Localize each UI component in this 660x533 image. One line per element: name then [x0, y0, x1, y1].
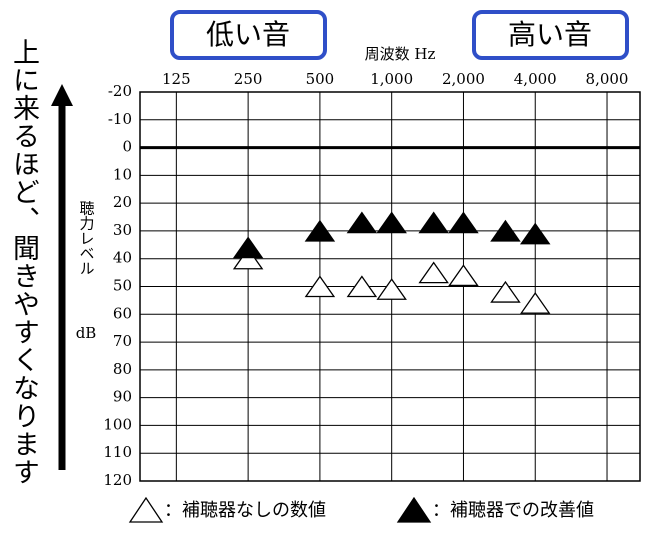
y-tick-label: 60 — [113, 304, 132, 322]
x-tick-label: 8,000 — [586, 70, 629, 88]
x-tick-label: 125 — [162, 70, 191, 88]
y-tick-label: 100 — [103, 415, 132, 433]
high-box — [472, 10, 629, 60]
note: 上に来るほど、聞きやすくなります — [8, 38, 39, 486]
point — [418, 261, 449, 284]
legend-marker — [128, 496, 164, 523]
legend-label: ：補聴器なしの数値 — [164, 500, 326, 521]
arrow-head — [51, 84, 73, 106]
point — [418, 211, 449, 234]
point — [346, 211, 378, 234]
x-tick-label: 2,000 — [442, 70, 485, 88]
y-tick-label: 110 — [103, 443, 132, 461]
point — [519, 292, 551, 314]
point — [304, 219, 336, 242]
low-label: 低い音 — [206, 18, 290, 51]
y-tick-label: 40 — [113, 249, 132, 267]
point — [232, 236, 264, 259]
y-tick-label: -20 — [108, 82, 132, 100]
x-axis-label: 周波数 Hz — [365, 45, 436, 63]
high-label: 高い音 — [508, 18, 592, 51]
y-tick-label: 70 — [113, 332, 132, 350]
point — [490, 280, 521, 303]
point — [304, 275, 336, 298]
x-tick-label: 1,000 — [370, 70, 413, 88]
point — [346, 275, 378, 298]
y-tick-label: 10 — [113, 165, 132, 183]
point — [519, 222, 551, 245]
point — [376, 211, 407, 234]
legend-marker — [396, 496, 432, 523]
point — [376, 278, 407, 300]
y-tick-label: 50 — [113, 277, 132, 295]
low-box — [170, 10, 327, 60]
point — [448, 264, 479, 287]
y-axis-unit: dB — [76, 324, 97, 342]
y-tick-label: 90 — [113, 388, 132, 406]
x-tick-label: 250 — [234, 70, 263, 88]
y-tick-label: 20 — [113, 193, 132, 211]
point — [232, 247, 264, 270]
x-tick-label: 500 — [306, 70, 335, 88]
y-axis-label: 聴力レベル — [78, 201, 96, 276]
x-tick-label: 4,000 — [514, 70, 557, 88]
legend-label: ：補聴器での改善値 — [432, 500, 594, 521]
y-tick-label: -10 — [108, 110, 132, 128]
y-tick-label: 0 — [122, 138, 132, 156]
y-tick-label: 30 — [113, 221, 132, 239]
point — [490, 219, 521, 242]
point — [448, 211, 479, 234]
y-tick-label: 120 — [103, 471, 132, 489]
y-tick-label: 80 — [113, 360, 132, 378]
